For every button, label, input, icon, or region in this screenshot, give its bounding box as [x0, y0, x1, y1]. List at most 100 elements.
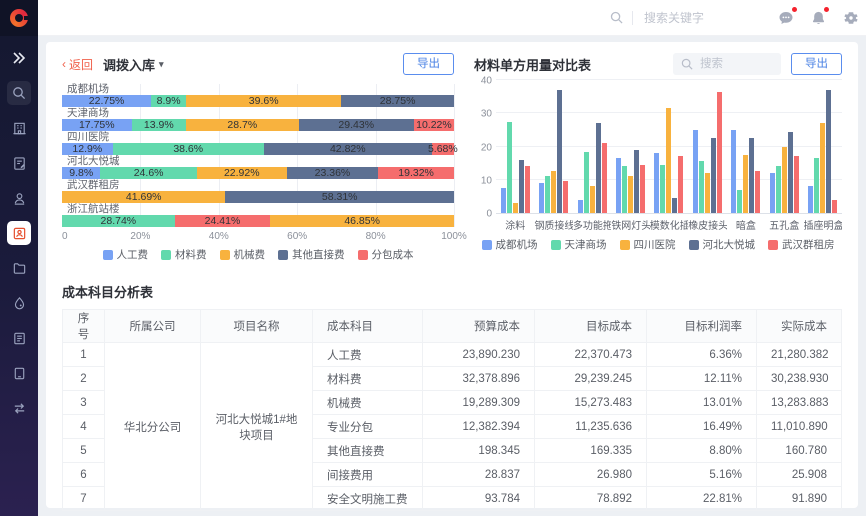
bar-segment-机械费[interactable]: 28.7% [186, 119, 299, 131]
bar-segment-材料费[interactable]: 38.6% [112, 143, 264, 155]
sidebar-item-invoice-icon[interactable] [7, 326, 31, 350]
bar-segment-分包成本[interactable]: 19.32% [378, 167, 454, 179]
legend-item-天津商场[interactable]: 天津商场 [550, 237, 607, 252]
app-logo[interactable] [0, 0, 38, 36]
legend-item-其他直接费[interactable]: 其他直接费 [278, 247, 345, 262]
message-icon[interactable] [778, 6, 797, 26]
global-search-input[interactable] [642, 9, 722, 26]
back-link[interactable]: ‹ 返回 [62, 56, 93, 73]
bar-天津商场[interactable] [506, 121, 512, 213]
bar-segment-其他直接费[interactable]: 42.82% [263, 143, 432, 155]
legend-item-材料费[interactable]: 材料费 [161, 247, 207, 262]
bar-武汉群租房[interactable] [563, 181, 569, 213]
bar-segment-其他直接费[interactable]: 58.31% [225, 191, 454, 203]
bar-成都机场[interactable] [692, 129, 698, 213]
bar-segment-分包成本[interactable]: 5.68% [427, 143, 458, 155]
legend-item-人工费[interactable]: 人工费 [102, 247, 148, 262]
bar-武汉群租房[interactable] [601, 143, 607, 213]
bar-河北大悦城[interactable] [826, 89, 832, 213]
bar-武汉群租房[interactable] [755, 171, 761, 213]
bar-四川医院[interactable] [666, 108, 672, 213]
bar-segment-材料费[interactable]: 28.74% [62, 215, 175, 227]
bar-segment-人工费[interactable]: 12.9% [62, 143, 113, 155]
bar-四川医院[interactable] [781, 146, 787, 213]
sidebar-item-search-icon[interactable] [7, 81, 31, 105]
legend-item-武汉群租房[interactable]: 武汉群租房 [768, 237, 835, 252]
bar-四川医院[interactable] [589, 186, 595, 213]
bar-河北大悦城[interactable] [787, 131, 793, 213]
bar-天津商场[interactable] [737, 189, 743, 213]
legend-item-成都机场[interactable]: 成都机场 [481, 237, 538, 252]
global-search[interactable] [610, 9, 722, 26]
panel-search-input[interactable] [698, 57, 758, 71]
legend-item-机械费[interactable]: 机械费 [219, 247, 265, 262]
sidebar-item-expand-sidebar-icon[interactable] [7, 46, 31, 70]
bar-天津商场[interactable] [583, 151, 589, 213]
bar-四川医院[interactable] [628, 176, 634, 213]
bar-天津商场[interactable] [660, 164, 666, 213]
panel-search[interactable] [673, 53, 781, 75]
bar-四川医院[interactable] [551, 171, 557, 213]
bar-segment-机械费[interactable]: 41.69% [62, 191, 226, 203]
bar-segment-机械费[interactable]: 22.92% [196, 167, 287, 179]
bar-河北大悦城[interactable] [710, 138, 716, 213]
legend-item-四川医院[interactable]: 四川医院 [619, 237, 676, 252]
bar-河北大悦城[interactable] [595, 123, 601, 213]
bar-segment-机械费[interactable]: 46.85% [270, 215, 454, 227]
bar-天津商场[interactable] [622, 166, 628, 213]
bar-四川医院[interactable] [743, 154, 749, 213]
bar-segment-其他直接费[interactable]: 28.75% [341, 95, 454, 107]
bar-segment-机械费[interactable]: 39.6% [186, 95, 342, 107]
export-button-left[interactable]: 导出 [403, 53, 454, 75]
legend-item-分包成本[interactable]: 分包成本 [357, 247, 414, 262]
bar-segment-其他直接费[interactable]: 23.36% [286, 167, 379, 179]
bar-segment-其他直接费[interactable]: 29.43% [298, 119, 414, 131]
bar-四川医院[interactable] [704, 173, 710, 213]
bar-成都机场[interactable] [577, 199, 583, 213]
export-button-right[interactable]: 导出 [791, 53, 842, 75]
bar-成都机场[interactable] [654, 153, 660, 213]
bar-成都机场[interactable] [539, 183, 545, 213]
bar-segment-分包成本[interactable]: 24.41% [174, 215, 271, 227]
bar-河北大悦城[interactable] [672, 198, 678, 213]
bar-成都机场[interactable] [616, 158, 622, 213]
bar-segment-人工费[interactable]: 22.75% [62, 95, 152, 107]
bar-成都机场[interactable] [731, 129, 737, 213]
bar-武汉群租房[interactable] [716, 91, 722, 213]
bar-成都机场[interactable] [769, 173, 775, 213]
bar-河北大悦城[interactable] [749, 138, 755, 213]
bar-segment-分包成本[interactable]: 10.22% [413, 119, 454, 131]
legend-item-河北大悦城[interactable]: 河北大悦城 [688, 237, 755, 252]
bar-河北大悦城[interactable] [518, 159, 524, 213]
bar-成都机场[interactable] [808, 186, 814, 213]
sidebar-item-document-edit-icon[interactable] [7, 151, 31, 175]
bar-天津商场[interactable] [814, 158, 820, 213]
bar-河北大悦城[interactable] [634, 149, 640, 213]
sidebar-item-user-certificate-icon[interactable] [7, 186, 31, 210]
bar-天津商场[interactable] [545, 176, 551, 213]
bar-天津商场[interactable] [775, 166, 781, 213]
sidebar-item-droplet-icon[interactable] [7, 291, 31, 315]
sidebar-item-building-icon[interactable] [7, 116, 31, 140]
bar-河北大悦城[interactable] [557, 89, 563, 213]
bar-segment-人工费[interactable]: 9.8% [62, 167, 101, 179]
bar-武汉群租房[interactable] [793, 156, 799, 213]
bar-segment-材料费[interactable]: 24.6% [100, 167, 197, 179]
sidebar-item-folder-icon[interactable] [7, 256, 31, 280]
bar-segment-材料费[interactable]: 8.9% [151, 95, 187, 107]
bar-武汉群租房[interactable] [640, 164, 646, 213]
page-title-dropdown[interactable]: 调拨入库 ▾ [103, 55, 164, 74]
bar-segment-人工费[interactable]: 17.75% [62, 119, 132, 131]
sidebar-item-device-icon[interactable] [7, 361, 31, 385]
bell-icon[interactable] [811, 6, 829, 26]
bar-武汉群租房[interactable] [678, 156, 684, 213]
bar-四川医院[interactable] [820, 123, 826, 213]
bar-segment-材料费[interactable]: 13.9% [131, 119, 187, 131]
bar-武汉群租房[interactable] [832, 199, 838, 213]
sidebar-item-inventory-module-icon[interactable] [7, 221, 31, 245]
bar-四川医院[interactable] [512, 203, 518, 213]
gear-icon[interactable] [843, 10, 859, 26]
sidebar-item-transfer-icon[interactable] [7, 396, 31, 420]
bar-天津商场[interactable] [698, 161, 704, 213]
bar-武汉群租房[interactable] [524, 166, 530, 213]
